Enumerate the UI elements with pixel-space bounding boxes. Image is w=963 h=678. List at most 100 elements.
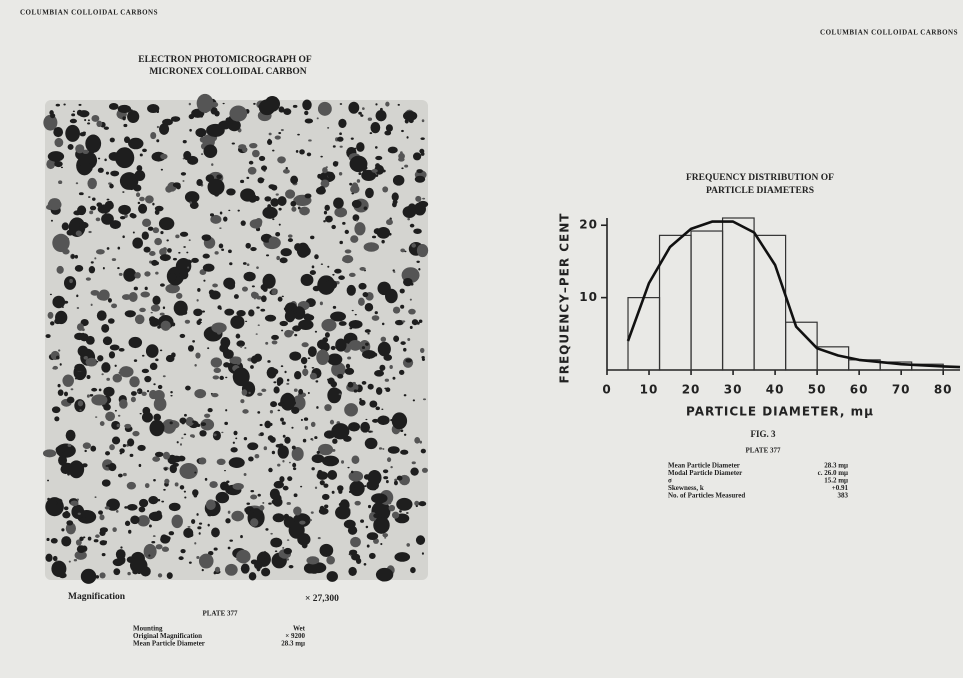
particle — [197, 526, 202, 530]
particle — [400, 341, 406, 345]
particle — [392, 306, 401, 314]
particle — [367, 117, 373, 121]
particle — [149, 316, 156, 324]
particle — [284, 310, 296, 323]
particle — [318, 569, 321, 572]
particle — [419, 440, 423, 444]
x-tick-label: 0 — [602, 383, 611, 397]
particle — [219, 344, 229, 353]
particle — [148, 496, 159, 505]
particle — [193, 308, 203, 317]
particle — [364, 303, 374, 312]
particle — [157, 384, 163, 390]
particle — [154, 451, 164, 457]
particle — [187, 155, 199, 165]
particle — [302, 99, 312, 111]
particle — [106, 198, 110, 201]
particle — [415, 195, 422, 202]
particle — [141, 411, 153, 423]
particle — [90, 261, 94, 264]
particle — [108, 151, 120, 161]
particle — [422, 398, 427, 401]
particle — [339, 103, 343, 105]
particle — [363, 562, 367, 566]
particle — [366, 329, 369, 332]
particle — [105, 411, 116, 422]
particle — [309, 372, 317, 380]
particle — [47, 151, 65, 162]
particle — [123, 123, 128, 128]
particle — [341, 460, 345, 464]
particle — [405, 512, 409, 514]
particle — [116, 423, 121, 428]
particle — [260, 283, 269, 291]
particle — [137, 201, 141, 205]
particle — [77, 400, 84, 407]
particle — [301, 342, 309, 348]
particle — [394, 552, 411, 562]
particle — [95, 534, 100, 538]
particle — [375, 155, 383, 161]
particle — [137, 515, 150, 527]
particle — [141, 354, 145, 357]
particle — [157, 498, 161, 502]
particle — [243, 473, 247, 476]
particle — [386, 457, 392, 463]
particle — [69, 278, 73, 284]
particle — [280, 392, 296, 411]
particle — [365, 418, 368, 421]
particle — [178, 251, 181, 254]
particle — [363, 474, 371, 480]
particle — [46, 503, 50, 507]
y-tick-label: 20 — [579, 218, 598, 232]
particle — [153, 383, 156, 386]
particle — [227, 546, 231, 550]
particle — [185, 416, 195, 427]
figure-plate: PLATE 377 — [745, 447, 781, 455]
particle — [144, 271, 151, 277]
x-axis-label: PARTICLE DIAMETER, mμ — [686, 405, 874, 419]
particle — [316, 349, 330, 366]
particle — [67, 144, 74, 150]
particle — [264, 196, 272, 202]
particle — [85, 134, 102, 153]
particle — [356, 179, 361, 183]
particle — [309, 270, 316, 275]
particle — [258, 155, 266, 162]
particle — [115, 509, 119, 513]
particle — [96, 120, 103, 127]
particle — [232, 367, 250, 387]
particle — [214, 251, 219, 255]
particle — [320, 155, 323, 158]
particle — [182, 180, 185, 182]
particle — [396, 497, 413, 511]
particle — [300, 418, 303, 421]
particle — [121, 294, 131, 300]
particle — [106, 377, 111, 381]
particle — [78, 192, 84, 196]
particle — [342, 221, 346, 225]
particle — [242, 147, 248, 153]
particle — [370, 122, 381, 134]
particle — [169, 464, 177, 474]
particle — [151, 308, 155, 311]
particle — [187, 266, 190, 269]
particle — [290, 200, 297, 207]
particle — [350, 470, 354, 474]
particle — [303, 365, 307, 369]
particle — [293, 401, 296, 405]
particle — [224, 563, 238, 576]
particle — [42, 449, 57, 458]
particle — [85, 357, 98, 367]
particle — [212, 375, 220, 380]
particle — [288, 461, 291, 464]
particle — [314, 254, 319, 260]
particle — [52, 233, 70, 253]
particle — [162, 247, 167, 252]
header-left: COLUMBIAN COLLOIDAL CARBONS — [20, 9, 158, 17]
particle — [179, 485, 185, 490]
particle — [185, 385, 191, 391]
particle — [373, 516, 390, 534]
particle — [303, 562, 317, 574]
particle — [330, 380, 338, 388]
